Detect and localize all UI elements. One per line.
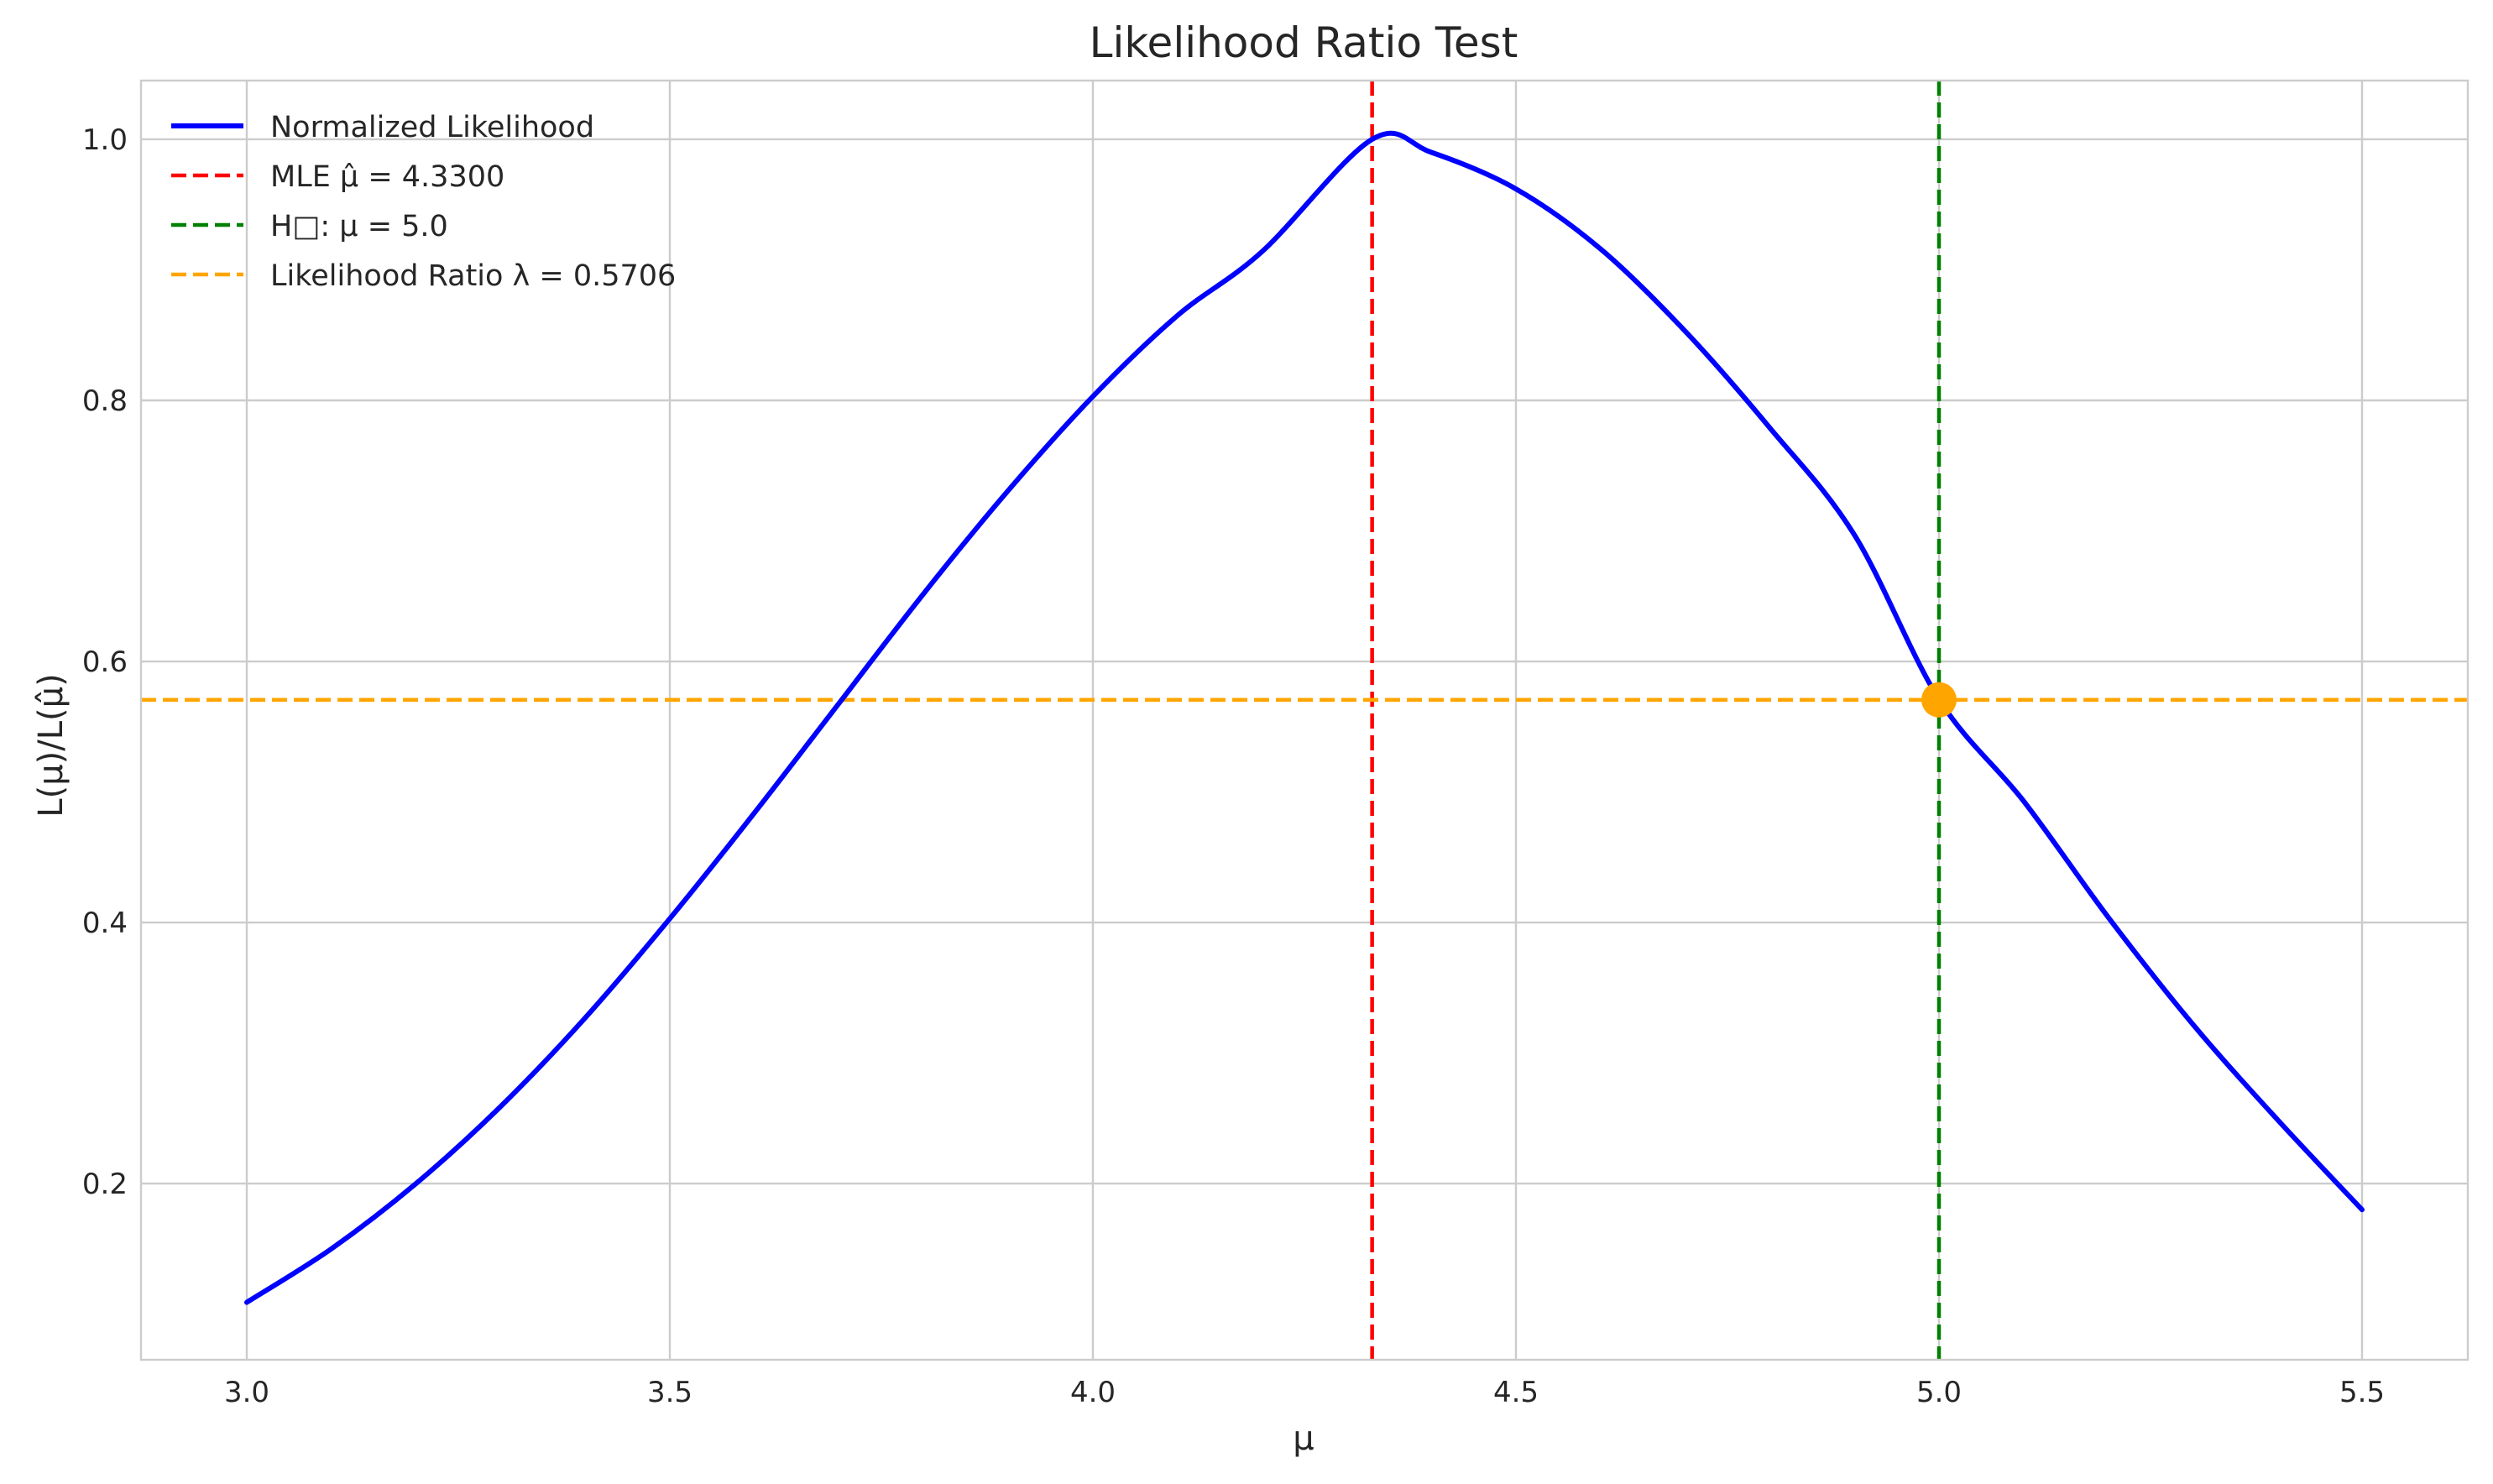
legend-label: Normalized Likelihood [270,111,594,144]
x-tick-label: 3.5 [647,1376,692,1409]
y-tick-label: 0.2 [82,1168,128,1201]
legend-label: H□: μ = 5.0 [270,210,448,243]
tick-labels: 3.0 3.5 4.0 4.5 5.0 5.5 0.2 0.4 0.6 0.8 1.0 [82,123,2385,1409]
normalized-likelihood-line [244,130,2365,1305]
x-tick-label: 4.5 [1493,1376,1539,1409]
x-tick-label: 4.0 [1070,1376,1116,1409]
legend: Normalized Likelihood MLE μ̂ = 4.3300 H□: … [171,111,676,293]
plot-frame [139,79,2469,1361]
series-layer [244,130,2365,1305]
y-tick-label: 0.6 [82,645,128,679]
y-tick-label: 1.0 [82,123,128,157]
x-tick-label: 5.5 [2339,1376,2385,1409]
y-tick-label: 0.4 [82,907,128,940]
grid [141,81,2468,1360]
chart-title: Likelihood Ratio Test [1090,18,1518,67]
legend-label: MLE μ̂ = 4.3300 [270,160,504,194]
x-tick-label: 3.0 [224,1376,269,1409]
y-tick-label: 0.8 [82,384,128,418]
y-axis-label: L(μ)/L(μ̂) [32,673,71,817]
x-axis-label: μ [1293,1419,1314,1458]
legend-label: Likelihood Ratio λ = 0.5706 [270,259,676,293]
reference-lines [141,81,2468,1360]
x-tick-label: 5.0 [1916,1376,1962,1409]
plot-area-border [139,79,2469,1361]
likelihood-ratio-point [1921,682,1957,718]
